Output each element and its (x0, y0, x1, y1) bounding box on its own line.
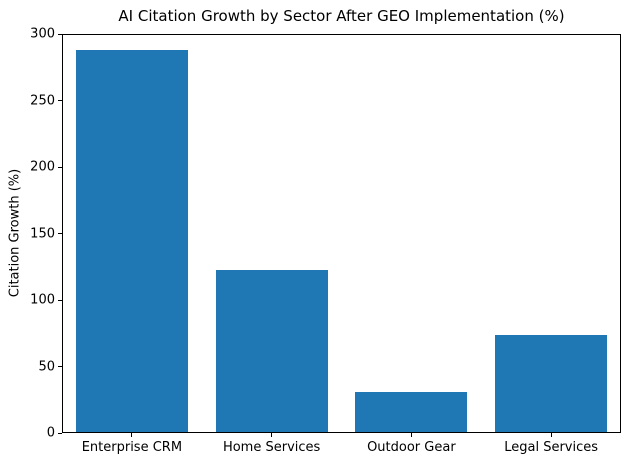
plot-area (62, 34, 621, 433)
y-tick-label: 100 (30, 292, 55, 308)
y-tick-label: 0 (46, 425, 55, 441)
x-tick-mark (410, 433, 412, 437)
x-tick-label-home-services: Home Services (222, 440, 321, 455)
y-tick-label: 50 (38, 359, 55, 374)
y-tick-mark (58, 299, 62, 301)
x-tick-mark (550, 433, 552, 437)
y-tick-mark (58, 33, 62, 35)
x-tick-mark (271, 433, 273, 437)
chart-title: AI Citation Growth by Sector After GEO I… (118, 7, 565, 25)
y-tick-label: 250 (30, 93, 55, 108)
y-tick-mark (58, 166, 62, 168)
y-tick-label: 300 (30, 26, 55, 42)
x-tick-label-legal-services: Legal Services (504, 440, 599, 455)
y-tick-mark (58, 432, 62, 434)
y-tick-label: 150 (30, 226, 55, 241)
x-tick-label-enterprise-crm: Enterprise CRM (81, 440, 183, 455)
y-tick-mark (58, 233, 62, 234)
y-tick-label: 200 (30, 159, 55, 175)
y-tick-mark (58, 366, 62, 367)
bar-legal-services (495, 334, 608, 432)
bar-home-services (215, 269, 328, 432)
bar-enterprise-crm (75, 50, 188, 432)
bar-outdoor-gear (355, 392, 468, 432)
x-tick-mark (131, 433, 133, 437)
x-tick-label-outdoor-gear: Outdoor Gear (367, 440, 456, 455)
y-tick-mark (58, 100, 62, 101)
